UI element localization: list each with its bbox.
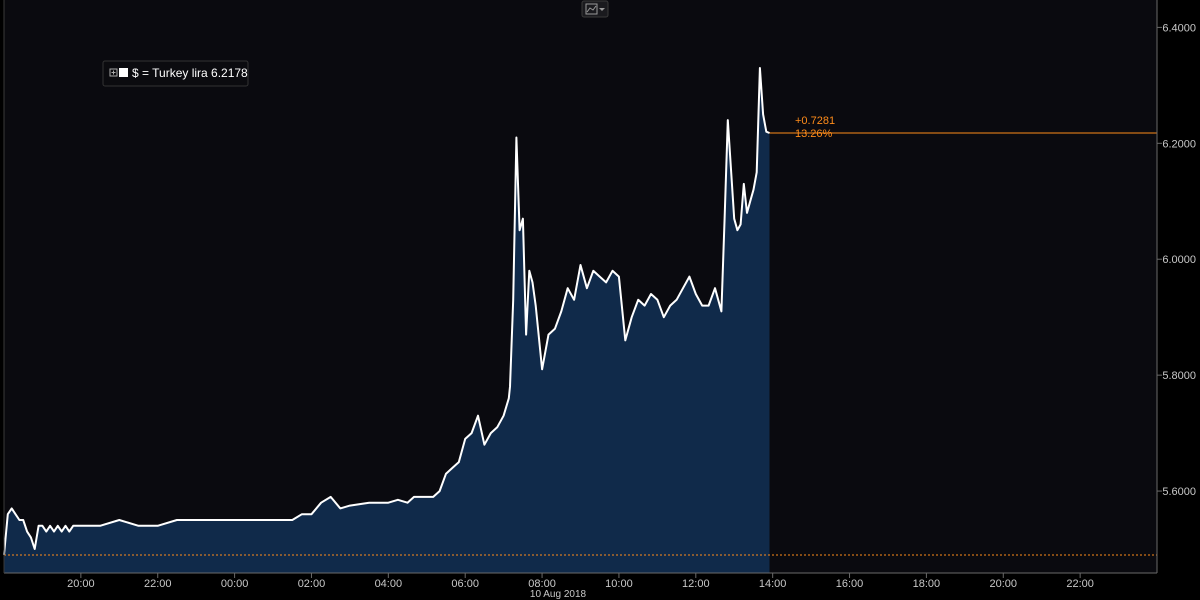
percent-annotation: 13.26% [795,128,833,140]
change-annotation: +0.7281 [795,115,835,127]
x-tick-label: 04:00 [375,578,403,590]
x-tick-label: 22:00 [144,578,172,590]
legend-box [102,60,249,87]
plus-box-icon[interactable] [109,68,118,77]
x-tick-label: 22:00 [1066,578,1094,590]
area-layer [4,68,770,573]
x-tick-label: 12:00 [682,578,710,590]
line-layer [3,67,770,555]
y-tick-label: 6.2000 [1162,138,1196,150]
x-axis-ticks: 20:00 22:00 00:00 02:00 04:00 06:00 08:00 10:00… [67,573,1094,590]
line-chart-icon [585,3,598,15]
x-tick-label: 08:00 [528,578,556,590]
x-tick-label: 20:00 [990,578,1018,590]
x-axis-date-sublabel: 10 Aug 2018 [530,589,587,600]
legend-label: $ = Turkey lira 6.2178 [132,66,248,80]
x-tick-label: 10:00 [605,578,633,590]
y-tick-label: 6.0000 [1162,254,1196,266]
chevron-down-icon [599,8,605,11]
y-tick-label: 5.6000 [1162,486,1196,498]
series-line [3,67,770,555]
x-tick-label: 20:00 [67,578,95,590]
chart-type-dropdown[interactable] [581,0,609,18]
legend[interactable]: $ = Turkey lira 6.2178 [102,60,249,87]
x-tick-label: 18:00 [913,578,941,590]
x-tick-label: 02:00 [298,578,326,590]
y-tick-label: 6.4000 [1162,22,1196,34]
white-square-icon [119,68,128,77]
x-tick-label: 16:00 [836,578,864,590]
x-tick-label: 00:00 [221,578,249,590]
y-axis-ticks: 5.6000 5.8000 6.0000 6.2000 6.4000 [1157,22,1196,498]
x-tick-label: 06:00 [451,578,479,590]
area-fill [4,68,770,573]
x-tick-label: 14:00 [759,578,787,590]
y-tick-label: 5.8000 [1162,370,1196,382]
